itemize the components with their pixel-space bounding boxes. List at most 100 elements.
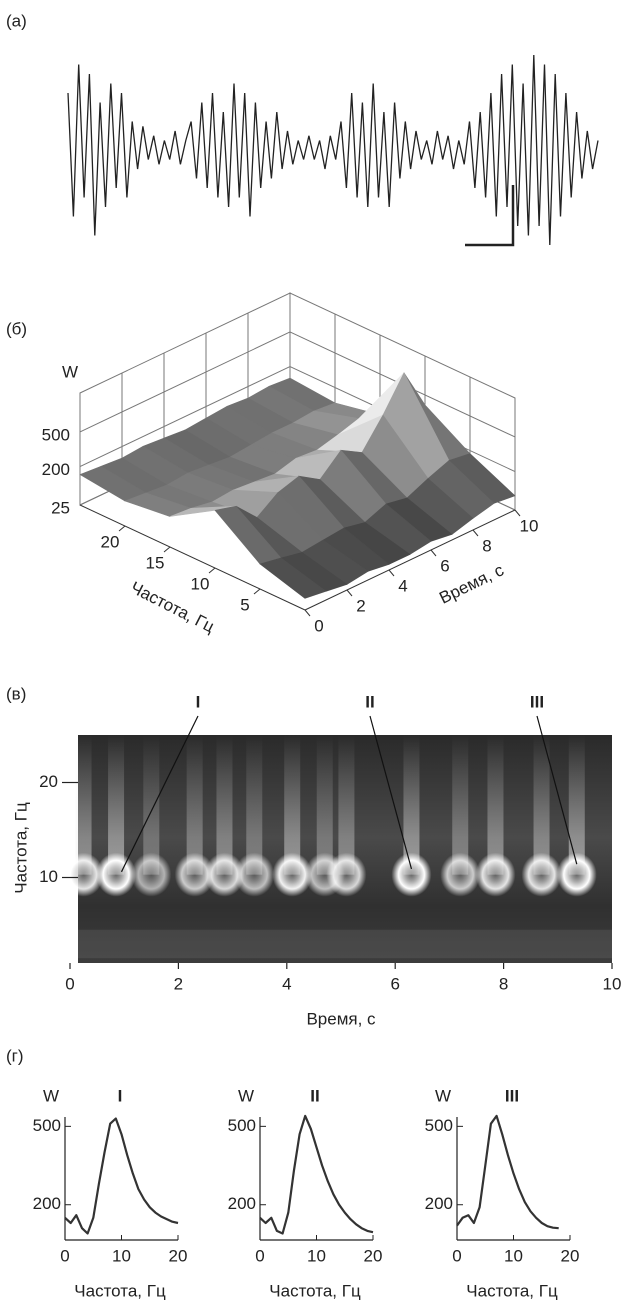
y-axis-label: W bbox=[43, 1086, 59, 1105]
spot-streak bbox=[75, 735, 92, 875]
spot bbox=[204, 735, 245, 897]
annotation-leader bbox=[369, 715, 413, 870]
tick-mark bbox=[304, 609, 311, 617]
y-axis-label: W bbox=[435, 1086, 451, 1105]
x-axis-label: Частота, Гц bbox=[269, 1281, 361, 1300]
y-tick-label: 500 bbox=[228, 1116, 256, 1135]
x-tick-label: 20 bbox=[169, 1246, 188, 1265]
spot bbox=[391, 735, 432, 897]
x-axis-label: Частота, Гц bbox=[466, 1281, 558, 1300]
x-tick-label: 0 bbox=[452, 1246, 461, 1265]
spot-ring bbox=[131, 852, 172, 897]
x-tick-label: 2 bbox=[174, 974, 183, 993]
chart-title: II bbox=[310, 1086, 319, 1105]
x-tick-label: 10 bbox=[504, 1246, 523, 1265]
spot bbox=[234, 735, 275, 897]
chart-title: I bbox=[118, 1086, 123, 1105]
x-tick-label: 10 bbox=[307, 1246, 326, 1265]
y-tick-label: 10 bbox=[39, 867, 58, 886]
x-tick-label: 10 bbox=[603, 974, 622, 993]
spot bbox=[440, 735, 481, 897]
x-tick-label: 0 bbox=[255, 1246, 264, 1265]
x-tick-label: 8 bbox=[482, 536, 491, 555]
annotation-label: I bbox=[196, 692, 201, 711]
y-tick-label: 500 bbox=[425, 1116, 453, 1135]
tick-mark bbox=[346, 589, 353, 597]
spot-ring bbox=[272, 852, 313, 897]
y-tick-label: 20 bbox=[101, 532, 120, 551]
y-tick-label: 5 bbox=[240, 595, 249, 614]
spot-streak bbox=[487, 735, 504, 875]
axis-line bbox=[304, 509, 516, 611]
y-tick-label: 15 bbox=[146, 553, 165, 572]
x-tick-label: 2 bbox=[356, 596, 365, 615]
spectrum-line bbox=[64, 1117, 179, 1235]
x-tick-label: 4 bbox=[398, 576, 407, 595]
scale-bar bbox=[465, 185, 515, 247]
spot-ring bbox=[234, 852, 275, 897]
y-axis-label: W bbox=[238, 1086, 254, 1105]
tick-mark bbox=[208, 567, 216, 574]
spot-streak bbox=[533, 735, 550, 875]
y-tick-label: 20 bbox=[39, 772, 58, 791]
eeg-trace bbox=[67, 54, 599, 246]
spot-streak bbox=[143, 735, 160, 875]
x-tick-label: 4 bbox=[282, 974, 291, 993]
spot-streak bbox=[452, 735, 469, 875]
x-tick-label: 6 bbox=[440, 556, 449, 575]
low-band bbox=[78, 929, 612, 959]
spot bbox=[63, 735, 104, 897]
x-tick-label: 0 bbox=[60, 1246, 69, 1265]
y-tick-label: 10 bbox=[191, 574, 210, 593]
spot-ring bbox=[440, 852, 481, 897]
spectrum-line bbox=[259, 1114, 374, 1235]
y-tick-label: 200 bbox=[228, 1194, 256, 1213]
y-tick-label: 500 bbox=[33, 1116, 61, 1135]
z-tick-label: 25 bbox=[51, 498, 70, 517]
tick-mark bbox=[472, 529, 479, 537]
spot-ring bbox=[174, 852, 215, 897]
spot-ring bbox=[521, 852, 562, 897]
spot-streak bbox=[216, 735, 233, 875]
panel-label: (а) bbox=[6, 11, 27, 30]
spot bbox=[174, 735, 215, 897]
spot bbox=[272, 735, 313, 897]
axis-line bbox=[79, 504, 306, 611]
panel-label: (в) bbox=[6, 684, 26, 703]
spot-streak bbox=[186, 735, 203, 875]
x-tick-label: 20 bbox=[561, 1246, 580, 1265]
z-axis-label: W bbox=[62, 362, 78, 381]
grid-line bbox=[79, 331, 291, 433]
annotation-leader bbox=[536, 715, 578, 865]
tick-mark bbox=[118, 525, 126, 532]
spot-streak bbox=[108, 735, 125, 875]
spot-streak bbox=[316, 735, 333, 875]
z-tick-label: 500 bbox=[42, 425, 70, 444]
z-tick-label: 200 bbox=[42, 460, 70, 479]
x-tick-label: 0 bbox=[65, 974, 74, 993]
spot bbox=[475, 735, 516, 897]
spot-ring bbox=[96, 852, 137, 897]
spot-ring bbox=[63, 852, 104, 897]
panel-label: (б) bbox=[6, 319, 27, 338]
grid-line bbox=[79, 366, 291, 467]
spot-ring bbox=[475, 852, 516, 897]
x-tick-label: 20 bbox=[364, 1246, 383, 1265]
spot-ring bbox=[204, 852, 245, 897]
annotation-label: III bbox=[530, 692, 544, 711]
spot bbox=[521, 735, 562, 897]
annotation-label: II bbox=[365, 692, 374, 711]
spot bbox=[556, 735, 597, 897]
spot-ring bbox=[391, 852, 432, 897]
y-tick-label: 200 bbox=[425, 1194, 453, 1213]
y-tick-label: 200 bbox=[33, 1194, 61, 1213]
y-axis-label: Частота, Гц bbox=[11, 802, 30, 894]
spot-streak bbox=[246, 735, 263, 875]
spot bbox=[326, 735, 367, 897]
x-tick-label: 0 bbox=[314, 616, 323, 635]
x-tick-label: 6 bbox=[390, 974, 399, 993]
spot-ring bbox=[326, 852, 367, 897]
x-axis-label: Время, с bbox=[306, 1009, 376, 1028]
